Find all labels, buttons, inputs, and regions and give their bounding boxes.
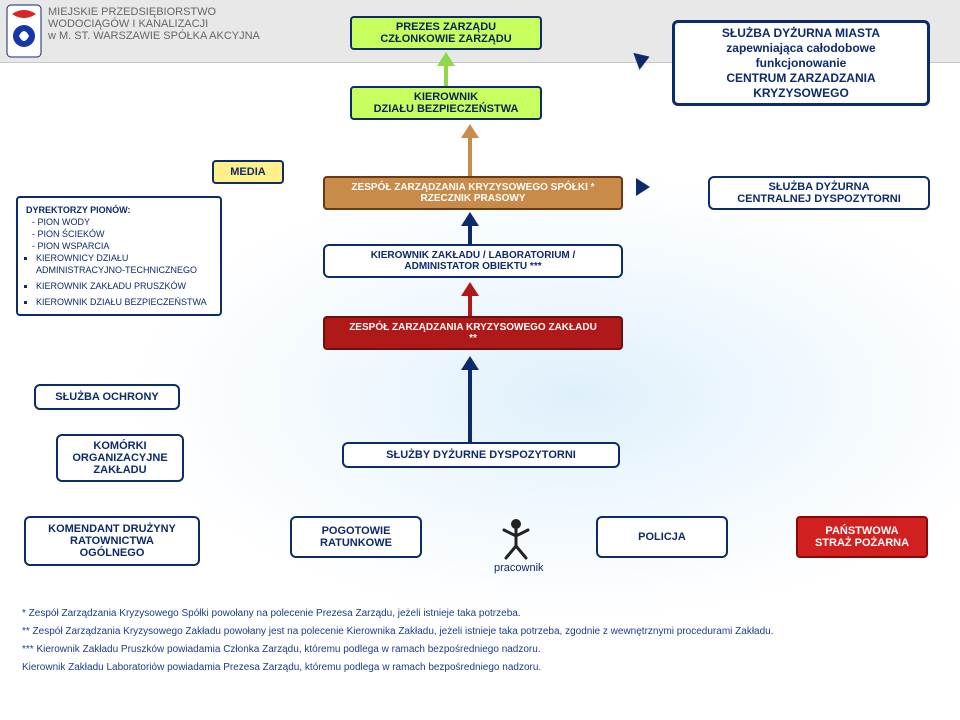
person-icon (496, 516, 536, 560)
label-pracownik: pracownik (494, 562, 544, 574)
left-p1: - PION WODY (32, 216, 212, 228)
arrow-stem (468, 296, 472, 316)
box-komendant: KOMENDANT DRUŻYNY RATOWNICTWA OGÓLNEGO (24, 516, 200, 566)
footnote-1: * Zespół Zarządzania Kryzysowego Spółki … (22, 608, 521, 619)
arrow-stem (468, 138, 472, 176)
left-p2: - PION ŚCIEKÓW (32, 228, 212, 240)
left-list: DYREKTORZY PIONÓW: - PION WODY - PION ŚC… (16, 196, 222, 316)
box-kdb: KIEROWNIK DZIAŁU BEZPIECZEŃSTWA (350, 86, 542, 120)
header-text: MIEJSKIE PRZEDSIĘBIORSTWO WODOCIĄGÓW I K… (48, 6, 260, 42)
left-li2: KIEROWNIK ZAKŁADU PRUSZKÓW (36, 280, 212, 292)
box-komorki: KOMÓRKI ORGANIZACYJNE ZAKŁADU (56, 434, 184, 482)
footnote-3: *** Kierownik Zakładu Pruszków powiadami… (22, 644, 541, 655)
header-line1: MIEJSKIE PRZEDSIĘBIORSTWO (48, 6, 260, 18)
footnote-2: ** Zespół Zarządzania Kryzysowego Zakład… (22, 626, 774, 637)
arrow-stem (468, 226, 472, 244)
box-policja: POLICJA (596, 516, 728, 558)
left-li1: KIEROWNICY DZIAŁU ADMINISTRACYJNO-TECHNI… (36, 252, 212, 276)
footnote-4: Kierownik Zakładu Laboratoriów powiadami… (22, 662, 541, 673)
arrow-icon (636, 178, 650, 196)
arrow-icon (437, 52, 455, 66)
arrow-stem (444, 66, 448, 86)
header-line3: w M. ST. WARSZAWIE SPÓŁKA AKCYJNA (48, 30, 260, 42)
box-sluzba-miasta: SŁUŻBA DYŻURNA MIASTA zapewniająca całod… (672, 20, 930, 106)
box-media: MEDIA (212, 160, 284, 184)
arrow-stem (468, 370, 472, 442)
arrow-icon (461, 212, 479, 226)
box-straz: PAŃSTWOWA STRAŻ POŻARNA (796, 516, 928, 558)
box-cdysp: SŁUŻBA DYŻURNA CENTRALNEJ DYSPOZYTORNI (708, 176, 930, 210)
box-rzecznik: ZESPÓŁ ZARZĄDZANIA KRYZYSOWEGO SPÓŁKI * … (323, 176, 623, 210)
page: MIEJSKIE PRZEDSIĘBIORSTWO WODOCIĄGÓW I K… (0, 0, 960, 720)
header-line2: WODOCIĄGÓW I KANALIZACJI (48, 18, 260, 30)
left-p3: - PION WSPARCIA (32, 240, 212, 252)
logo-icon (6, 4, 42, 58)
box-sluzby-dd: SŁUŻBY DYŻURNE DYSPOZYTORNI (342, 442, 620, 468)
arrow-icon (461, 282, 479, 296)
left-head: DYREKTORZY PIONÓW: (26, 204, 212, 216)
box-prezes: PREZES ZARZĄDU CZŁONKOWIE ZARZĄDU (350, 16, 542, 50)
arrow-icon (461, 356, 479, 370)
box-kz-lab: KIEROWNIK ZAKŁADU / LABORATORIUM / ADMIN… (323, 244, 623, 278)
box-pogotowie: POGOTOWIE RATUNKOWE (290, 516, 422, 558)
left-li3: KIEROWNIK DZIAŁU BEZPIECZEŃSTWA (36, 296, 212, 308)
box-zzz: ZESPÓŁ ZARZĄDZANIA KRYZYSOWEGO ZAKŁADU *… (323, 316, 623, 350)
arrow-icon (461, 124, 479, 138)
box-ochrony: SŁUŻBA OCHRONY (34, 384, 180, 410)
